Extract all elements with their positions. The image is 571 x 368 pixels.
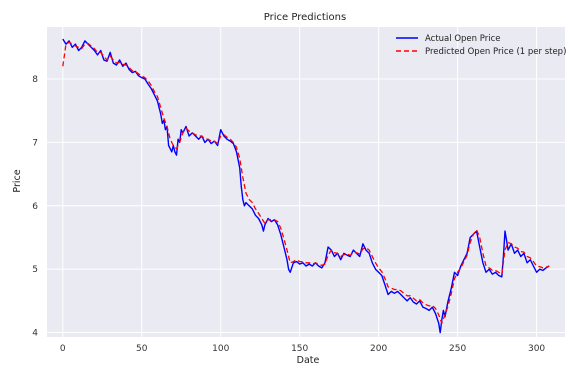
x-tick-label: 50 [136,344,148,354]
legend-label-predicted: Predicted Open Price (1 per step) [425,47,566,57]
series-lines [62,38,550,334]
x-axis-label: Date [297,355,320,366]
y-tick-label: 6 [32,202,38,212]
grid-lines [47,27,565,337]
actual-open-price-line [62,38,550,334]
x-tick-label: 100 [212,344,229,354]
x-tick-label: 0 [60,344,66,354]
legend-label-actual: Actual Open Price [425,34,500,44]
y-tick-label: 4 [32,329,38,339]
plot-area [47,27,565,337]
x-tick-label: 250 [449,344,466,354]
x-axis-ticks: 0 50 100 150 200 250 300 [60,344,546,354]
predicted-open-price-line [62,41,550,324]
x-tick-label: 300 [528,344,545,354]
y-tick-label: 7 [32,138,38,148]
y-axis-ticks: 4 5 6 7 8 [32,75,38,339]
y-tick-label: 8 [32,75,38,85]
chart-title: Price Predictions [264,12,346,23]
y-axis-label: Price [12,169,23,192]
legend: Actual Open Price Predicted Open Price (… [396,34,566,57]
x-tick-label: 200 [370,344,387,354]
y-tick-label: 5 [32,265,38,275]
x-tick-label: 150 [291,344,308,354]
